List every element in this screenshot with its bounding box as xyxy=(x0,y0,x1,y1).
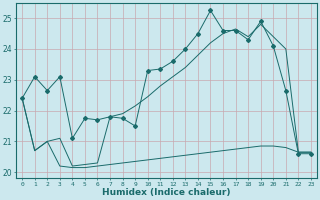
X-axis label: Humidex (Indice chaleur): Humidex (Indice chaleur) xyxy=(102,188,231,197)
